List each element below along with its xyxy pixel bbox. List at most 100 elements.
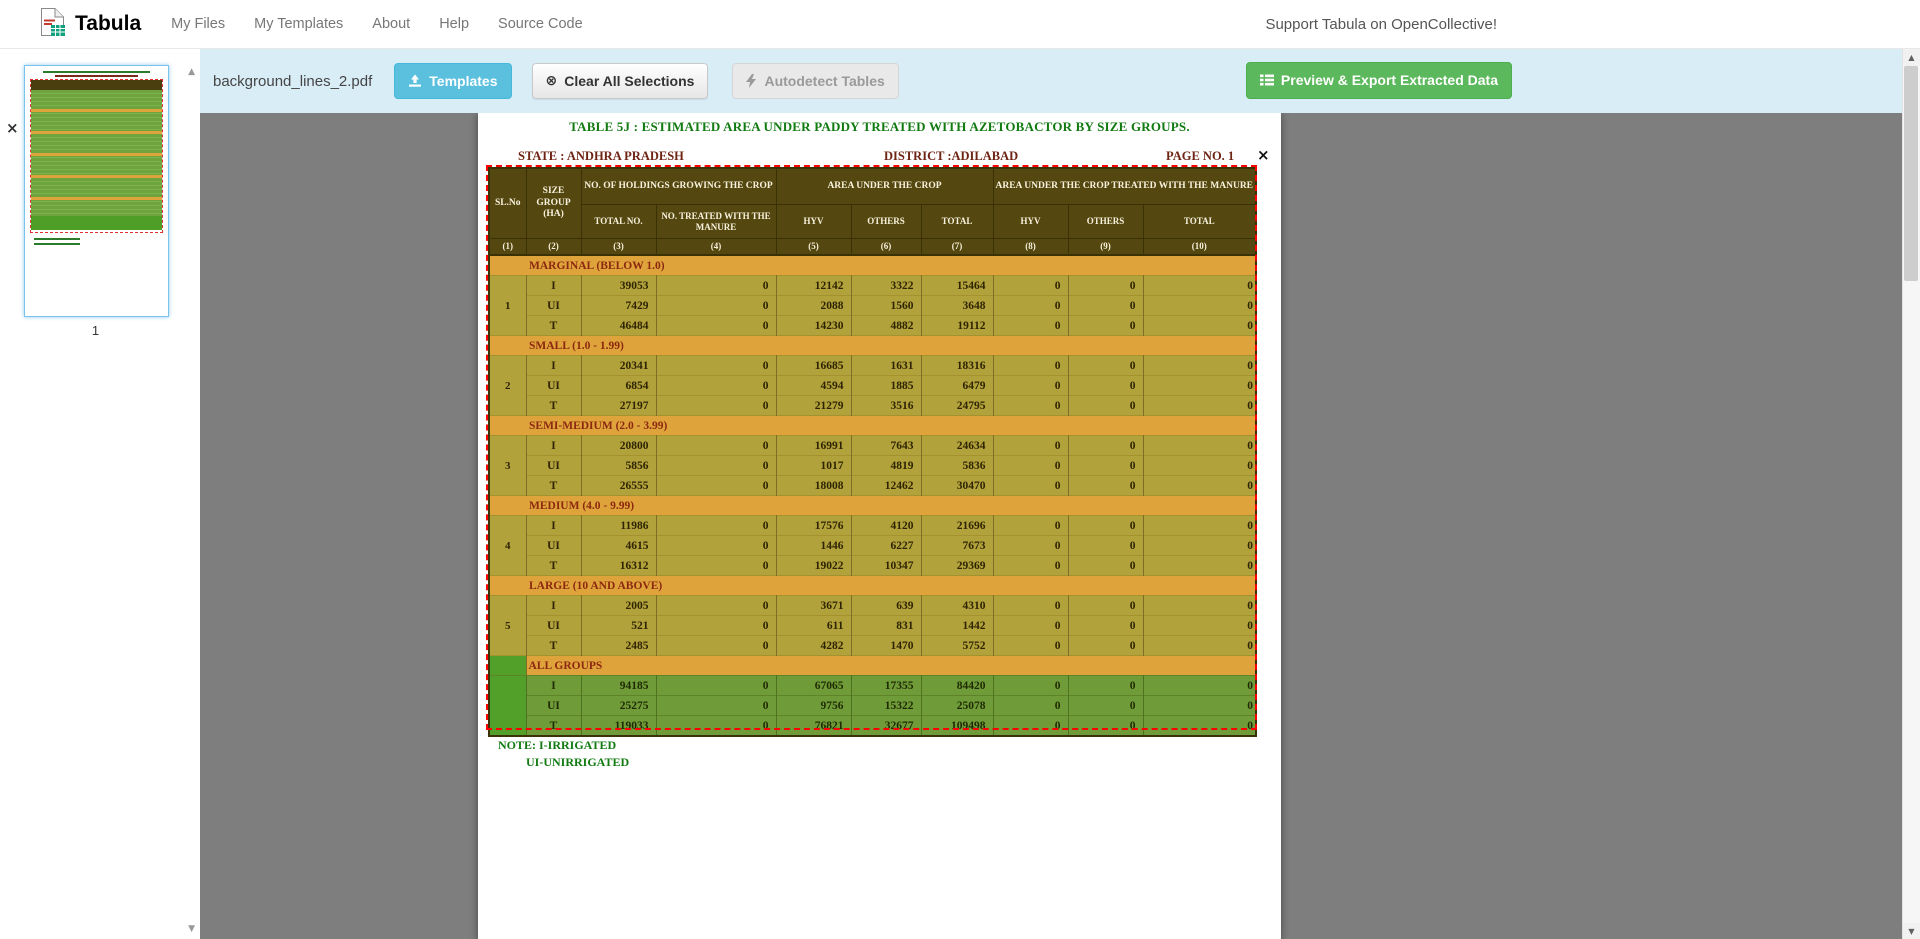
section-cell: ALL GROUPS <box>525 655 1257 676</box>
pdf-page[interactable]: TABLE 5J : ESTIMATED AREA UNDER PADDY TR… <box>478 113 1281 939</box>
thumbnail-note-art <box>34 238 80 240</box>
pdf-note: NOTE: I-IRRIGATED UI-UNIRRIGATED <box>498 738 629 770</box>
vertical-scrollbar[interactable]: ▲ ▼ <box>1902 49 1920 939</box>
table-row: T 26555 0 18008 12462 30470 0 0 0 <box>489 475 1257 496</box>
nav-item-help[interactable]: Help <box>439 16 470 32</box>
slno-cell: 3 <box>488 435 527 496</box>
thumbnail-table-art <box>30 79 163 233</box>
export-button[interactable]: Preview & Export Extracted Data <box>1245 62 1512 99</box>
cell: 4882 <box>850 315 922 336</box>
sidebar-scroll-up-icon[interactable]: ▲ <box>188 67 195 77</box>
page-thumbnail[interactable] <box>24 65 169 317</box>
table-row: 4 I 11986 0 17576 4120 21696 0 0 0 <box>488 515 1257 576</box>
table-head: SL.No SIZE GROUP (HA) NO. OF HOLDINGS GROW… <box>488 167 1257 256</box>
slno-cell: 4 <box>488 515 527 576</box>
section-cell: MARGINAL (BELOW 1.0) <box>488 254 1257 276</box>
cell: 0 <box>1067 435 1144 456</box>
table-row: 5 I 2005 0 3671 639 4310 0 0 0 <box>488 595 1257 656</box>
cell: 0 <box>1067 295 1144 316</box>
row-label-cell: I <box>525 355 582 376</box>
cell: 0 <box>1142 555 1257 576</box>
row-label-cell: UI <box>525 695 582 716</box>
templates-button[interactable]: Templates <box>394 62 512 100</box>
table-row: UI 7429 0 2088 1560 3648 0 0 0 <box>489 295 1257 316</box>
cell: 3516 <box>850 395 922 416</box>
section-row: MARGINAL (BELOW 1.0) <box>488 254 1257 276</box>
sidebar-scroll-down-icon[interactable]: ▼ <box>188 924 195 934</box>
cell: 611 <box>775 615 852 636</box>
cell: 831 <box>850 615 922 636</box>
section-cell: LARGE (10 AND ABOVE) <box>488 575 1257 596</box>
remove-page-icon[interactable]: × <box>6 119 19 137</box>
cell: 6854 <box>580 375 657 396</box>
row-label-cell: T <box>525 395 582 416</box>
selection-close-icon[interactable]: × <box>1257 146 1270 164</box>
cell: 24795 <box>920 395 994 416</box>
cell: 2088 <box>775 295 852 316</box>
cell: 0 <box>992 275 1069 296</box>
section-row: SMALL (1.0 - 1.99) <box>488 335 1257 356</box>
cell: 0 <box>1067 615 1144 636</box>
support-link[interactable]: Support Tabula on OpenCollective! <box>1265 15 1497 33</box>
cell: 27197 <box>580 395 657 416</box>
cell: 0 <box>1067 355 1144 376</box>
cell: 25078 <box>920 695 994 716</box>
cell: 0 <box>992 515 1069 536</box>
cell: 4594 <box>775 375 852 396</box>
cell: 0 <box>1142 295 1257 316</box>
table-row: UI 521 0 611 831 1442 0 0 0 <box>489 615 1257 636</box>
nav-item-about[interactable]: About <box>372 16 411 32</box>
cell: 0 <box>1142 535 1257 556</box>
thumbnail-table-rows-art <box>31 90 162 216</box>
filename: background_lines_2.pdf <box>213 72 373 90</box>
cell: 20800 <box>580 435 657 456</box>
table-row: UI 5856 0 1017 4819 5836 0 0 0 <box>489 455 1257 476</box>
autodetect-tables-button[interactable]: Autodetect Tables <box>732 62 899 100</box>
navbar: Tabula My Files My Templates About Help Sour… <box>0 0 1920 49</box>
row-label-cell: I <box>525 515 582 536</box>
brand[interactable]: Tabula <box>40 7 141 42</box>
cell: 5856 <box>580 455 657 476</box>
cell: 17576 <box>775 515 852 536</box>
cell: 24634 <box>920 435 994 456</box>
cell: 0 <box>655 455 777 476</box>
scrollbar-thumb[interactable] <box>1904 66 1918 281</box>
cell: 0 <box>1067 695 1144 716</box>
nav-item-source-code[interactable]: Source Code <box>498 16 583 32</box>
nav-item-my-files[interactable]: My Files <box>171 16 226 32</box>
header-cell: TOTAL <box>920 204 994 239</box>
cell: 0 <box>1067 535 1144 556</box>
cell: 6227 <box>850 535 922 556</box>
data-table: SL.No SIZE GROUP (HA) NO. OF HOLDINGS GROW… <box>488 167 1258 737</box>
cell: 0 <box>992 715 1069 736</box>
cell: 521 <box>580 615 657 636</box>
scroll-down-icon[interactable]: ▼ <box>1903 923 1920 939</box>
district-label: DISTRICT :ADILABAD <box>884 149 1019 163</box>
cell: 0 <box>1142 315 1257 336</box>
column-number-cell: (9) <box>1067 238 1144 256</box>
nav-item-my-templates[interactable]: My Templates <box>254 16 344 32</box>
cell: 0 <box>992 595 1069 616</box>
cell: 0 <box>655 295 777 316</box>
clear-selections-button[interactable]: ⊗ Clear All Selections <box>531 62 709 100</box>
table-row: UI 4615 0 1446 6227 7673 0 0 0 <box>489 535 1257 556</box>
toolbar: background_lines_2.pdf Templates ⊗ Clear… <box>200 49 1902 113</box>
cell: 10347 <box>850 555 922 576</box>
cell: 0 <box>1142 615 1257 636</box>
cell: 39053 <box>580 275 657 296</box>
cell: 5836 <box>920 455 994 476</box>
main-area: background_lines_2.pdf Templates ⊗ Clear… <box>200 49 1902 939</box>
cell: 0 <box>655 435 777 456</box>
cell: 0 <box>1142 475 1257 496</box>
cell: 0 <box>992 615 1069 636</box>
clear-circle-icon: ⊗ <box>545 72 558 89</box>
page-no-label: PAGE NO. 1 <box>1166 149 1235 163</box>
thumbnail-table-footer-art <box>31 216 162 230</box>
scroll-up-icon[interactable]: ▲ <box>1903 49 1920 66</box>
cell: 0 <box>1142 515 1257 536</box>
header-cell: TOTAL NO. <box>580 204 657 239</box>
cell: 0 <box>1142 395 1257 416</box>
sidebar: × ▲ 1 ▼ <box>0 49 200 939</box>
table-selection-box[interactable] <box>486 165 1257 730</box>
column-number-cell: (1) <box>488 238 527 256</box>
